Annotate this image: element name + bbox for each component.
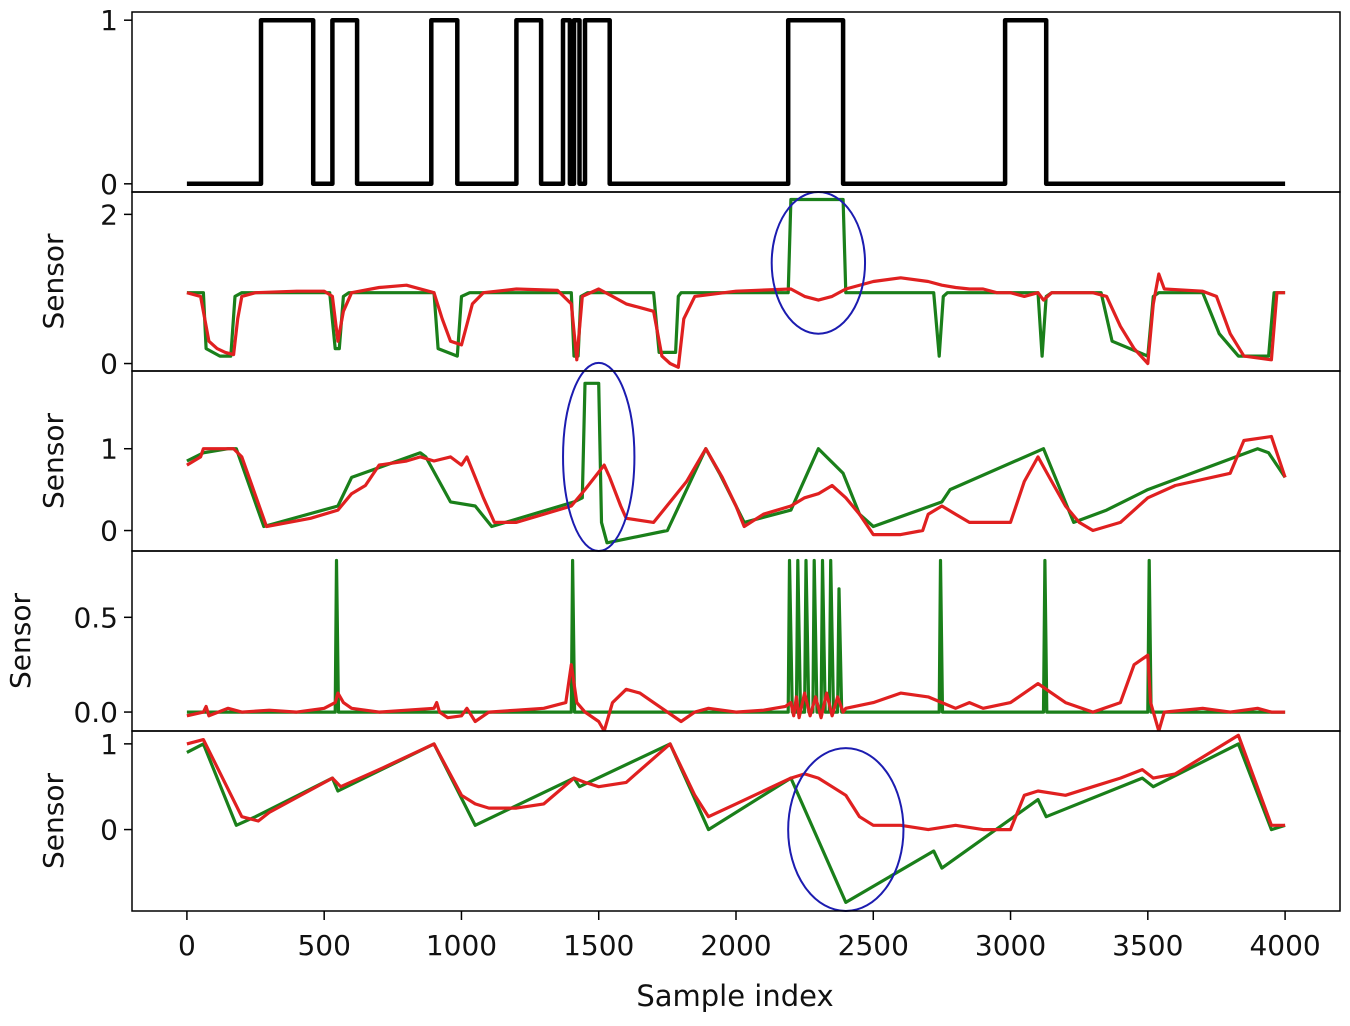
series-line-binary-state	[186, 17, 1286, 187]
panel-sensor-1: 0 2 Sensor	[37, 191, 1341, 381]
y-axis-label: Sensor	[37, 413, 70, 509]
x-tick-label: 1000	[426, 929, 497, 962]
x-tick-label: 2500	[838, 929, 909, 962]
annotation-ellipse	[770, 191, 867, 335]
x-tick-label: 3000	[975, 929, 1046, 962]
panel-frame	[131, 550, 1341, 732]
y-tick-label: 1	[100, 4, 118, 37]
series-line-green	[186, 381, 1287, 545]
y-axis-label: Sensor	[4, 593, 37, 689]
y-axis-label: Sensor	[37, 233, 70, 329]
series-line-red	[186, 733, 1286, 832]
y-tick-label: 0.5	[73, 601, 118, 634]
annotation-ellipse	[787, 747, 905, 912]
x-tick-label: 500	[297, 929, 350, 962]
panel-frame	[131, 730, 1341, 912]
y-tick-label: 0	[100, 515, 118, 548]
series-line-red	[186, 653, 1286, 731]
series-line-green	[186, 558, 1286, 714]
series-line-red	[186, 434, 1287, 537]
x-tick-label: 3500	[1112, 929, 1183, 962]
panel-frame	[131, 370, 1341, 552]
y-tick-label: 0	[100, 814, 118, 847]
y-tick-label: 1	[100, 728, 118, 761]
x-tick-label: 4000	[1249, 929, 1320, 962]
panel-binary: 01	[100, 4, 1341, 201]
y-tick-label: 0	[100, 348, 118, 381]
series-line-red	[186, 272, 1286, 369]
panel-sensor-2: 0 1 Sensor	[37, 361, 1341, 552]
x-tick-label: 2000	[700, 929, 771, 962]
y-tick-label: 0.0	[73, 696, 118, 729]
y-tick-label: 0	[100, 168, 118, 201]
panel-sensor-3: 0.0 0.5 Sensor	[4, 550, 1341, 732]
panel-sensor-4: 0 1 Sensor	[37, 728, 1341, 912]
x-axis: 0 500 1000 1500 2000 2500 3000 3500 4000	[178, 911, 1321, 962]
y-tick-label: 1	[100, 433, 118, 466]
x-tick-label: 1500	[563, 929, 634, 962]
y-tick-label: 2	[100, 198, 118, 231]
x-axis-label: Sample index	[636, 979, 833, 1013]
series-line-green	[186, 197, 1286, 358]
series-line-green	[186, 742, 1286, 904]
x-tick-label: 0	[178, 929, 196, 962]
y-axis-label: Sensor	[37, 773, 70, 869]
